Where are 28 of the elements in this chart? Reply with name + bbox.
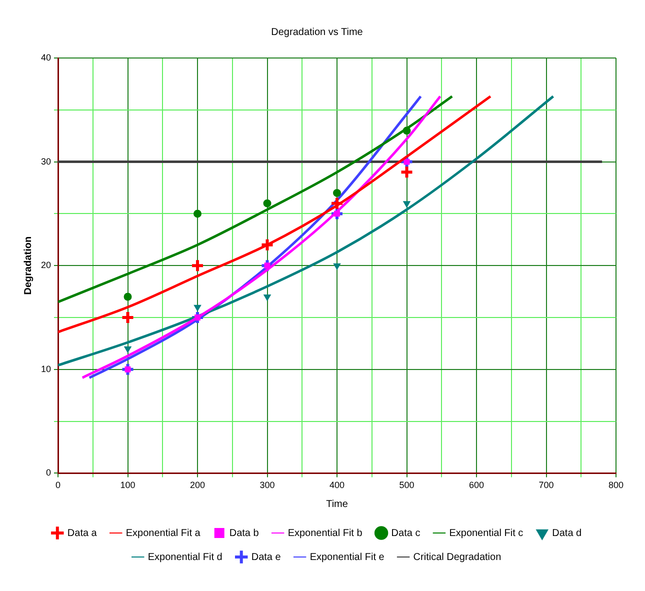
legend-label: Data e: [251, 552, 282, 563]
legend-label: Critical Degradation: [413, 552, 502, 563]
x-tick-label: 600: [468, 480, 484, 490]
x-tick-label: 300: [260, 480, 275, 490]
legend-label: Exponential Fit e: [310, 552, 385, 563]
x-tick-label: 400: [329, 480, 345, 490]
legend-label: Exponential Fit b: [288, 528, 363, 539]
legend-label: Data c: [391, 528, 420, 539]
legend-label: Data d: [552, 528, 582, 539]
chart-title: Degradation vs Time: [271, 26, 364, 38]
x-tick-label: 700: [538, 480, 554, 490]
x-tick-label: 500: [399, 480, 414, 490]
x-tick-label: 0: [56, 480, 61, 490]
y-tick-label: 20: [40, 260, 52, 270]
legend-label: Exponential Fit d: [148, 552, 222, 563]
y-tick-label: 30: [40, 156, 52, 166]
x-axis-title: Time: [326, 498, 348, 510]
y-axis-title: Degradation: [22, 236, 34, 295]
y-tick-label: 10: [40, 364, 52, 374]
x-tick-label: 800: [608, 480, 624, 490]
y-tick-label: 40: [40, 52, 52, 62]
legend-label: Exponential Fit c: [449, 528, 524, 539]
legend-label: Data b: [229, 528, 260, 539]
x-tick-label: 100: [120, 480, 136, 490]
legend-label: Data a: [67, 528, 98, 539]
legend-label: Exponential Fit a: [126, 528, 201, 539]
y-tick-label: 0: [46, 468, 52, 478]
x-tick-label: 200: [190, 480, 206, 490]
